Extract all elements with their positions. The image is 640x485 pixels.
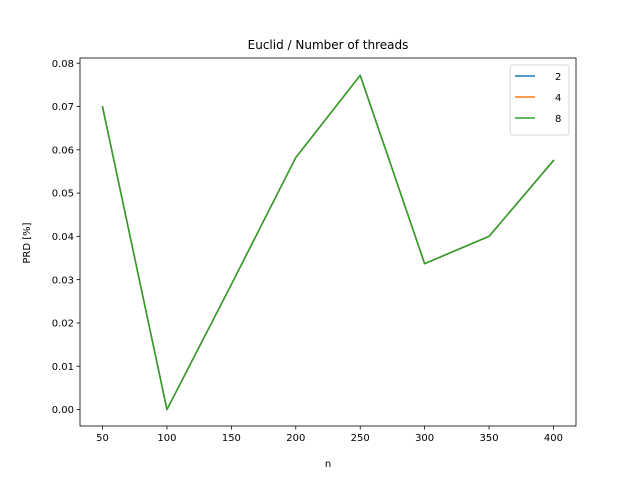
y-axis: 0.00 0.01 0.02 0.03 0.04 0.05 0.06 0.07 0.08	[52, 59, 80, 416]
x-tick-label: 400	[544, 433, 563, 444]
x-axis: 50 100 150 200 250 300 350 400	[96, 426, 563, 444]
x-tick-label: 50	[96, 433, 109, 444]
axes-frame	[79, 57, 577, 427]
legend-label: 2	[555, 72, 561, 83]
x-tick-label: 250	[351, 433, 370, 444]
y-tick-label: 0.06	[52, 145, 74, 156]
legend: 2 4 8	[509, 64, 570, 136]
x-tick-label: 150	[222, 433, 241, 444]
y-tick-label: 0.01	[52, 362, 74, 373]
y-tick-label: 0.02	[52, 319, 74, 330]
y-axis-label: PRD [%]	[22, 222, 33, 263]
y-tick-label: 0.04	[52, 232, 74, 243]
x-tick-label: 100	[157, 433, 176, 444]
y-tick-label: 0.05	[52, 189, 74, 200]
y-tick-label: 0.07	[52, 102, 74, 113]
chart-title: Euclid / Number of threads	[248, 38, 409, 52]
x-tick-label: 300	[415, 433, 434, 444]
y-tick-label: 0.00	[52, 405, 74, 416]
legend-label: 4	[555, 93, 561, 104]
series-lines	[101, 74, 555, 411]
legend-label: 8	[555, 114, 561, 125]
x-tick-label: 350	[479, 433, 498, 444]
series-line-8	[101, 74, 555, 411]
x-axis-label: n	[325, 459, 331, 470]
y-tick-label: 0.08	[52, 59, 74, 70]
x-tick-label: 200	[286, 433, 305, 444]
y-tick-label: 0.03	[52, 275, 74, 286]
